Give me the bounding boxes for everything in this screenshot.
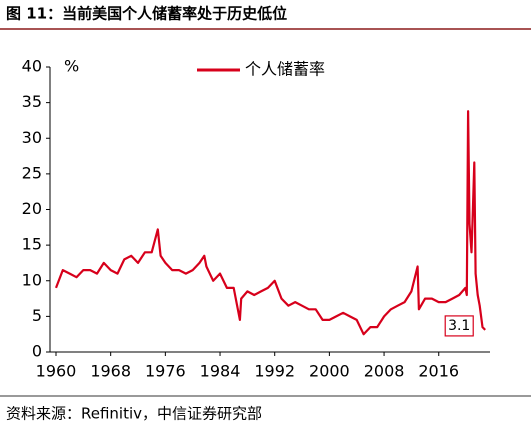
y-tick-label: 0 [32, 342, 42, 361]
data-label: 3.1 [448, 318, 470, 334]
chart-title: 图 11：当前美国个人储蓄率处于历史低位 [6, 5, 287, 23]
annotation-box [444, 315, 474, 337]
y-tick-label: 35 [22, 92, 42, 111]
y-tick-label: 40 [22, 57, 42, 76]
y-tick-label: 20 [22, 199, 42, 218]
x-tick-label: 2000 [309, 362, 350, 381]
x-tick-label: 1968 [90, 362, 131, 381]
legend-label: 个人储蓄率 [245, 60, 325, 79]
x-tick-label: 1960 [36, 362, 77, 381]
y-tick-label: 25 [22, 163, 42, 182]
y-tick-label: 10 [22, 270, 42, 289]
x-tick-label: 2008 [364, 362, 405, 381]
y-tick-label: 15 [22, 235, 42, 254]
x-tick-label: 2016 [418, 362, 459, 381]
x-tick-label: 1984 [200, 362, 241, 381]
y-tick-label: 5 [32, 306, 42, 325]
y-unit: % [64, 57, 79, 76]
x-tick-label: 1992 [254, 362, 295, 381]
y-tick-label: 30 [22, 128, 42, 147]
source: 资料来源：Refinitiv，中信证券研究部 [6, 405, 262, 423]
x-tick-label: 1976 [145, 362, 186, 381]
data-line [54, 110, 486, 336]
